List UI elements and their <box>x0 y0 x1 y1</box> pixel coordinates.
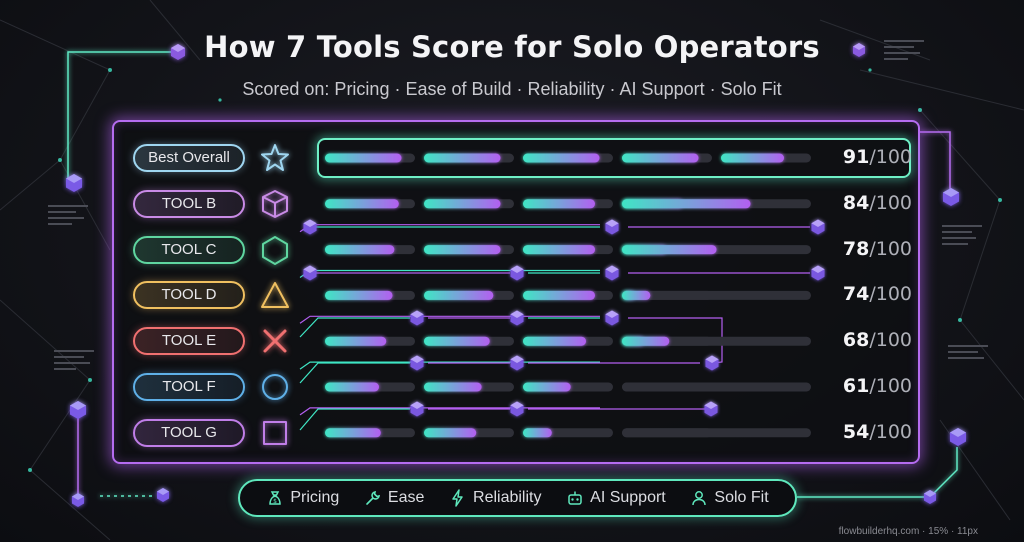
score-value: 61 <box>842 375 870 397</box>
legend-item-reliability: Reliability <box>449 489 541 507</box>
score-value: 74 <box>842 283 870 306</box>
score-max: /100 <box>869 375 912 397</box>
hexagon-icon <box>259 234 291 266</box>
triangle-icon <box>259 279 291 311</box>
svg-text:$: $ <box>273 498 277 505</box>
circle-icon <box>259 371 291 403</box>
score-value: 91 <box>842 146 870 168</box>
score-value: 68 <box>842 329 870 352</box>
tool-label-pill: TOOL G <box>133 418 245 447</box>
footer-credit: flowbuilderhq.com · 15% · 11px <box>838 526 978 537</box>
legend-item-solo-fit: Solo Fit <box>690 489 769 507</box>
tool-score: 61/100 <box>812 375 912 397</box>
tool-score: 68/100 <box>812 329 912 351</box>
criteria-legend: $ Pricing Ease Reliability AI Support So… <box>238 479 797 517</box>
robot-icon <box>568 491 582 505</box>
score-value: 84 <box>842 191 870 214</box>
tool-score: 54/100 <box>812 421 912 443</box>
legend-label: AI Support <box>590 489 666 506</box>
tool-label-pill: TOOL E <box>133 327 245 356</box>
score-max: /100 <box>869 146 912 168</box>
score-value: 54 <box>842 420 870 443</box>
square-icon <box>259 417 291 449</box>
legend-label: Pricing <box>290 489 340 506</box>
tool-score: 84/100 <box>812 192 912 214</box>
chart-title: How 7 Tools Score for Solo Operators <box>204 30 820 64</box>
tool-score: 91/100 <box>812 146 912 168</box>
wrench-icon <box>366 491 380 505</box>
score-max: /100 <box>869 237 912 260</box>
tool-label-pill: TOOL F <box>133 373 245 401</box>
chart-subtitle: Scored on: Pricing · Ease of Build · Rel… <box>242 79 782 99</box>
score-max: /100 <box>869 420 912 443</box>
score-max: /100 <box>869 329 912 352</box>
score-max: /100 <box>869 283 912 306</box>
money-bag-icon: $ <box>269 491 282 505</box>
x-icon <box>259 325 291 357</box>
legend-item-pricing: $ Pricing <box>266 489 339 507</box>
score-max: /100 <box>869 191 912 214</box>
cube-icon <box>259 188 291 220</box>
legend-item-ease: Ease <box>364 489 424 507</box>
tool-score: 78/100 <box>812 238 912 260</box>
legend-label: Reliability <box>473 489 542 506</box>
tool-label-pill: TOOL D <box>133 281 245 310</box>
score-value: 78 <box>842 237 870 260</box>
tool-label-pill: TOOL B <box>133 189 245 218</box>
person-icon <box>692 491 707 506</box>
lightning-icon <box>452 489 463 507</box>
star-icon <box>259 142 291 174</box>
legend-label: Ease <box>387 489 425 506</box>
tool-label-pill: Best Overall <box>133 144 245 172</box>
legend-item-ai-support: AI Support <box>566 489 666 507</box>
legend-label: Solo Fit <box>714 489 769 506</box>
tool-label-pill: TOOL C <box>133 235 245 264</box>
best-overall-highlight <box>317 138 911 178</box>
tool-score: 74/100 <box>812 283 912 305</box>
